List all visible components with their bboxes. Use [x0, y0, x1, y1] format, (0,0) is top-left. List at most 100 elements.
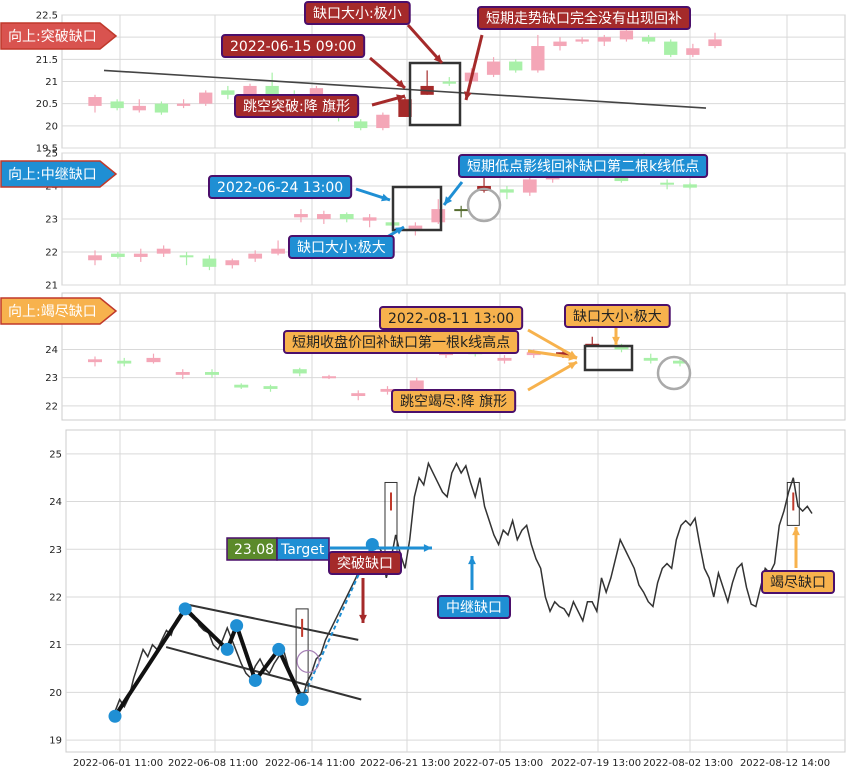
candle-body [179, 255, 194, 258]
candle-body [664, 41, 678, 55]
callout-pattern-3-text: 跳空竭尽:降 旗形 [400, 394, 507, 410]
candle-body [660, 182, 674, 185]
target-label-box [276, 537, 330, 561]
callout-date-2-box [208, 175, 353, 199]
y-tick-label: 20 [49, 688, 62, 699]
candle-body [175, 372, 190, 375]
pivot-marker [248, 673, 262, 687]
callout-gap-size-2: 缺口大小:极大 [288, 235, 395, 259]
panel-title-3-text: 向上:竭尽缺口 [8, 304, 97, 320]
callout-gap-size-1-text: 缺口大小:极小 [313, 6, 402, 22]
candle-body [500, 189, 514, 193]
target-tag: 23.08 Target [226, 537, 330, 561]
y-tick-label: 19 [49, 736, 62, 747]
y-tick-label: 21.5 [36, 55, 58, 66]
trend-line [103, 69, 707, 109]
candle-body [553, 41, 567, 47]
candle-body [454, 209, 469, 212]
arrow-short-3-head [568, 352, 577, 361]
callout-exhaustion-text: 竭尽缺口 [770, 575, 826, 591]
callout-date-1-box [221, 34, 366, 58]
callout-breakaway: 突破缺口 [328, 551, 402, 575]
candle-body [408, 225, 423, 229]
callout-pattern-3-box [391, 389, 517, 413]
candle-body [199, 92, 213, 104]
arrow-gap-size-1-head [433, 54, 442, 63]
callout-pattern-1-text: 跳空突破:降 旗形 [243, 99, 350, 115]
arrow-gap-size-2-head [395, 227, 404, 235]
candle-body [398, 99, 412, 117]
candle-body [354, 121, 368, 129]
candle-body [339, 214, 354, 219]
candle-body [316, 214, 331, 219]
breakaway-circle [296, 649, 320, 673]
candle-body [111, 253, 125, 257]
candle-body [619, 30, 634, 40]
x-tick-label: 2022-07-05 13:00 [453, 758, 543, 769]
callout-gap-size-3: 缺口大小:极大 [564, 304, 671, 328]
callout-short-2: 短期低点影线回补缺口第二根k线低点 [458, 154, 709, 178]
callout-date-3-box [379, 306, 524, 330]
callout-date-1-text: 2022-06-15 09:00 [230, 39, 356, 55]
arrow-target [330, 544, 432, 552]
arrow-gap-size-3-head [612, 336, 620, 345]
y-tick-label: 24 [49, 497, 62, 508]
y-tick-label: 22 [45, 401, 58, 412]
panel-title-2: 向上:中继缺口 [0, 160, 118, 188]
arrow-exhaustion [792, 527, 800, 568]
y-tick-label: 22 [45, 248, 58, 259]
candle-body [225, 260, 240, 266]
arrow-gap-size-1 [406, 23, 444, 65]
y-tick-label: 25 [45, 149, 58, 160]
callout-breakaway-text: 突破缺口 [337, 556, 393, 572]
arrow-breakaway [359, 578, 367, 623]
candle-body [526, 352, 541, 356]
panel-title-1-shape [0, 22, 118, 50]
arrow-short-3 [527, 349, 578, 361]
pivot-marker [108, 709, 122, 723]
candle-body [509, 61, 523, 71]
arrow-short-2-head [444, 196, 453, 205]
callout-pattern-1-box [234, 94, 360, 118]
panel-title-1-text: 向上:突破缺口 [8, 29, 97, 45]
x-tick-label: 2022-08-12 14:00 [740, 758, 830, 769]
arrow-pattern-3-head [568, 362, 577, 370]
callout-date-3: 2022-08-11 13:00 [379, 306, 524, 330]
arrow-pattern-3-shaft [527, 360, 578, 392]
channel-lower-line [165, 646, 362, 701]
y-tick-label: 22.5 [36, 11, 58, 22]
y-tick-label: 21 [45, 281, 58, 292]
gap-highlight-box [391, 185, 443, 232]
callout-exhaustion-box [761, 570, 835, 594]
callout-short-2-text: 短期低点影线回补缺口第二根k线低点 [467, 158, 699, 175]
candle-body [205, 372, 219, 375]
candle-body [643, 357, 658, 361]
candle-body [294, 214, 308, 218]
gap-highlight-box [408, 61, 462, 127]
channel-upper-line [184, 603, 359, 641]
candle-body [110, 101, 124, 109]
y-tick-label: 25 [49, 449, 62, 460]
y-tick-label: 19.5 [36, 144, 58, 155]
arrow-short-2 [442, 181, 464, 206]
candle-body [614, 346, 629, 350]
retest-circle [656, 355, 692, 391]
panel-4: 19 20 21 22 23 24 25 23.08 Target [49, 429, 846, 753]
x-tick-label: 2022-08-02 13:00 [643, 758, 733, 769]
pivot-marker [178, 602, 192, 616]
retest-circle [466, 187, 502, 223]
y-tick-label: 23 [49, 545, 62, 556]
candle-body [132, 105, 146, 111]
candle-body [575, 39, 589, 42]
callout-breakaway-box [328, 551, 402, 575]
candle-body [88, 359, 102, 363]
arrow-target-head [423, 544, 432, 552]
y-tick-label: 20.5 [36, 99, 58, 110]
x-tick-label: 2022-06-08 11:00 [168, 758, 258, 769]
panel-title-1: 向上:突破缺口 [0, 22, 118, 50]
candle-body [376, 114, 390, 129]
callout-date-2-text: 2022-06-24 13:00 [217, 180, 343, 196]
candle-body [686, 48, 700, 55]
